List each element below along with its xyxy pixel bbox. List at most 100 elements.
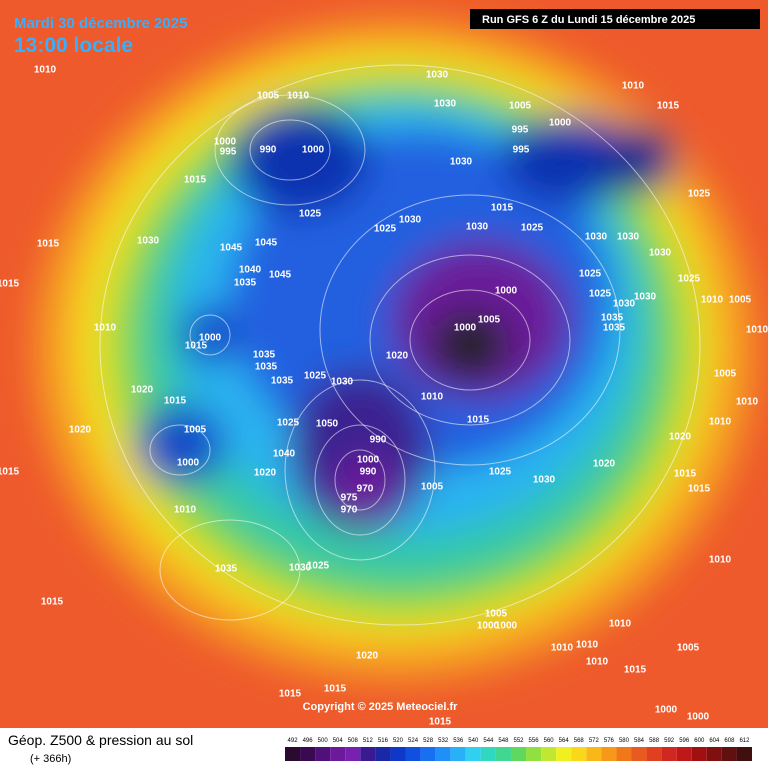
isobar-label: 1010 bbox=[736, 397, 759, 408]
isobar-label: 1010 bbox=[701, 295, 724, 306]
isobar-label: 1015 bbox=[324, 684, 347, 695]
date-line: Mardi 30 décembre 2025 bbox=[14, 15, 187, 32]
isobar-label: 1030 bbox=[450, 157, 473, 168]
isobar-label: 1010 bbox=[709, 417, 732, 428]
colorbar-swatch bbox=[661, 747, 677, 761]
isobar-label: 1020 bbox=[131, 385, 154, 396]
isobar-label: 1005 bbox=[184, 425, 207, 436]
colorbar-tick-label: 608 bbox=[724, 738, 735, 744]
footer-title: Géop. Z500 & pression au sol bbox=[8, 732, 193, 748]
isobar-label: 1000 bbox=[302, 145, 325, 156]
isobar-label: 1025 bbox=[688, 189, 711, 200]
colorbar-swatch bbox=[721, 747, 737, 761]
isobar-label: 990 bbox=[360, 467, 377, 478]
isobar-label: 995 bbox=[512, 125, 529, 136]
colorbar-tick-label: 600 bbox=[694, 738, 705, 744]
colorbar-swatch bbox=[330, 747, 346, 761]
isobar-label: 990 bbox=[260, 145, 277, 156]
footer-subtitle: (+ 366h) bbox=[30, 753, 71, 765]
colorbar-swatch bbox=[375, 747, 391, 761]
isobar-label: 1000 bbox=[687, 712, 710, 723]
isobar-label: 1010 bbox=[94, 323, 117, 334]
isobar-label: 1030 bbox=[331, 377, 354, 388]
colorbar-tick-label: 516 bbox=[378, 738, 389, 744]
isobar-label: 1015 bbox=[674, 469, 697, 480]
geopotential-field bbox=[35, 20, 755, 680]
colorbar-swatch bbox=[510, 747, 527, 761]
colorbar-swatch bbox=[556, 747, 572, 761]
isobar-label: 1010 bbox=[551, 643, 574, 654]
isobar-label: 1010 bbox=[174, 505, 197, 516]
isobar-label: 1030 bbox=[617, 232, 640, 243]
isobar-label: 1015 bbox=[279, 689, 302, 700]
isobar-label: 1010 bbox=[709, 555, 732, 566]
colorbar-swatch bbox=[706, 747, 722, 761]
colorbar-tick-label: 508 bbox=[348, 738, 359, 744]
colorbar-swatch bbox=[571, 747, 587, 761]
run-box bbox=[470, 9, 760, 29]
colorbar: 492 496 500 504 508 512 516 520 524 528 532 536 540 5… bbox=[285, 738, 752, 761]
isobar-label: 990 bbox=[370, 435, 387, 446]
colorbar-swatch bbox=[586, 747, 602, 761]
isobar-label: 1030 bbox=[649, 248, 672, 259]
colorbar-tick-label: 580 bbox=[619, 738, 630, 744]
isobar-label: 1015 bbox=[467, 415, 490, 426]
colorbar-tick-label: 496 bbox=[303, 738, 314, 744]
isobar-label: 1040 bbox=[239, 265, 262, 276]
isobar-label: 1015 bbox=[185, 341, 208, 352]
colorbar-tick-label: 596 bbox=[679, 738, 690, 744]
isobar-label: 1000 bbox=[199, 333, 222, 344]
colorbar-tick-label: 540 bbox=[468, 738, 479, 744]
isobar-label: 1025 bbox=[277, 418, 300, 429]
run-info: Run GFS 6 Z du Lundi 15 décembre 2025 bbox=[482, 14, 695, 26]
colorbar-tick-label: 520 bbox=[393, 738, 404, 744]
isobar-label: 1005 bbox=[478, 315, 501, 326]
colorbar-swatch bbox=[601, 747, 617, 761]
isobar-label: 1025 bbox=[589, 289, 612, 300]
isobar-label: 1015 bbox=[0, 279, 20, 290]
isobar-label: 1035 bbox=[603, 323, 626, 334]
isobar-label: 1015 bbox=[164, 396, 187, 407]
isobar-label: 1035 bbox=[255, 362, 278, 373]
isobars bbox=[99, 64, 701, 626]
isobar-label: 1010 bbox=[586, 657, 609, 668]
isobar-label: 1035 bbox=[601, 313, 624, 324]
isobar-label: 975 bbox=[341, 493, 358, 504]
isobar-label: 1035 bbox=[271, 376, 294, 387]
isobar-label: 1010 bbox=[576, 640, 599, 651]
colorbar-swatch bbox=[360, 747, 376, 761]
colorbar-swatch bbox=[631, 747, 647, 761]
isobar-label: 1000 bbox=[549, 118, 572, 129]
colorbar-tick-label: 560 bbox=[544, 738, 555, 744]
isobar-label: 1030 bbox=[585, 232, 608, 243]
isobar-label: 1020 bbox=[386, 351, 409, 362]
isobar-label: 1015 bbox=[184, 175, 207, 186]
isobar-label: 1025 bbox=[678, 274, 701, 285]
isobar-label: 1015 bbox=[429, 717, 452, 728]
isobar-label: 1000 bbox=[454, 323, 477, 334]
colorbar-swatch bbox=[285, 747, 301, 761]
isobar-label: 1010 bbox=[34, 65, 57, 76]
isobar-label: 1025 bbox=[374, 224, 397, 235]
isobar-label: 1010 bbox=[287, 91, 310, 102]
isobar-label: 1030 bbox=[426, 70, 449, 81]
colorbar-tick-label: 544 bbox=[483, 738, 494, 744]
isobar-label: 1030 bbox=[634, 292, 657, 303]
colorbar-tick-label: 588 bbox=[649, 738, 660, 744]
colorbar-swatch bbox=[435, 747, 451, 761]
colorbar-tick-label: 536 bbox=[453, 738, 464, 744]
isobar-label: 1000 bbox=[495, 286, 518, 297]
colorbar-tick-label: 612 bbox=[739, 738, 750, 744]
isobar-label: 1030 bbox=[289, 563, 312, 574]
isobar-label: 1000 bbox=[177, 458, 200, 469]
isobar-label: 1020 bbox=[254, 468, 277, 479]
colorbar-tick-label: 532 bbox=[438, 738, 449, 744]
colorbar-swatch bbox=[420, 747, 436, 761]
isobar-label: 1020 bbox=[593, 459, 616, 470]
isobar-label: 1005 bbox=[485, 609, 508, 620]
colorbar-swatch bbox=[691, 747, 707, 761]
colorbar-swatch bbox=[495, 747, 511, 761]
isobar-label: 1010 bbox=[609, 619, 632, 630]
